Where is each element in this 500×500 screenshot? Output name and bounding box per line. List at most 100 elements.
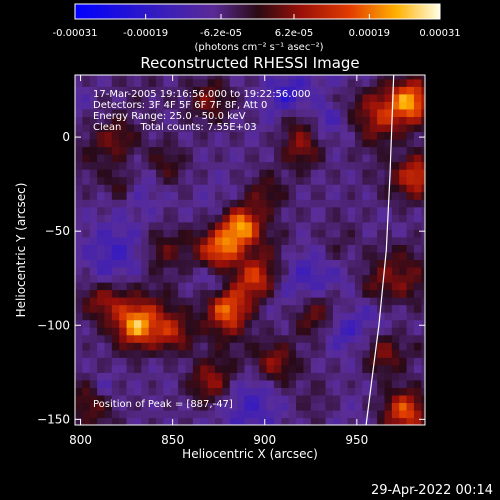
heatmap-cell	[266, 86, 275, 95]
heatmap-cell	[207, 214, 216, 223]
heatmap-cell	[178, 342, 187, 351]
heatmap-cell	[251, 334, 260, 343]
heatmap-cell	[391, 161, 400, 170]
heatmap-cell	[251, 78, 260, 87]
heatmap-cell	[148, 304, 157, 313]
heatmap-cell	[318, 206, 327, 215]
heatmap-cell	[332, 214, 341, 223]
heatmap-cell	[237, 251, 246, 261]
heatmap-cell	[244, 379, 253, 388]
heatmap-cell	[126, 214, 135, 223]
heatmap-cell	[244, 319, 253, 328]
heatmap-cell	[318, 266, 327, 276]
heatmap-cell	[310, 319, 319, 328]
heatmap-cell	[406, 116, 415, 125]
heatmap-cell	[148, 364, 157, 373]
heatmap-cell	[97, 289, 106, 298]
heatmap-cell	[296, 394, 305, 404]
heatmap-cell	[178, 176, 187, 185]
heatmap-cell	[133, 221, 142, 230]
heatmap-cell	[413, 402, 422, 411]
heatmap-cell	[259, 86, 268, 95]
heatmap-cell	[273, 394, 282, 404]
heatmap-cell	[362, 108, 371, 117]
heatmap-cell	[259, 214, 268, 223]
heatmap-cell	[406, 131, 415, 140]
heatmap-cell	[296, 402, 305, 411]
heatmap-cell	[399, 251, 408, 261]
heatmap-cell	[75, 236, 83, 245]
heatmap-cell	[163, 274, 172, 283]
heatmap-cell	[222, 146, 231, 155]
heatmap-cell	[421, 236, 425, 245]
heatmap-cell	[89, 349, 98, 358]
heatmap-cell	[104, 176, 113, 185]
heatmap-cell	[163, 372, 172, 381]
heatmap-cell	[303, 349, 312, 358]
heatmap-cell	[192, 229, 201, 238]
heatmap-cell	[119, 244, 128, 253]
heatmap-cell	[163, 251, 172, 261]
heatmap-cell	[237, 191, 246, 200]
heatmap-cell	[355, 191, 363, 200]
heatmap-cell	[133, 199, 142, 208]
heatmap-cell	[288, 138, 297, 148]
heatmap-cell	[156, 364, 165, 373]
heatmap-cell	[178, 409, 187, 419]
heatmap-cell	[413, 123, 422, 133]
heatmap-cell	[156, 116, 165, 125]
heatmap-cell	[192, 169, 201, 178]
heatmap-cell	[163, 221, 172, 230]
heatmap-cell	[421, 161, 425, 170]
heatmap-cell	[237, 409, 246, 419]
heatmap-cell	[377, 342, 386, 351]
heatmap-cell	[192, 319, 201, 328]
heatmap-cell	[141, 75, 150, 80]
heatmap-cell	[406, 123, 415, 133]
heatmap-cell	[369, 372, 378, 381]
heatmap-cell	[237, 108, 246, 117]
heatmap-cell	[237, 93, 246, 102]
heatmap-cell	[362, 379, 371, 388]
heatmap-cell	[119, 327, 128, 336]
heatmap-cell	[281, 349, 290, 358]
heatmap-cell	[141, 93, 150, 102]
heatmap-cell	[340, 191, 349, 200]
heatmap-cell	[296, 289, 305, 298]
heatmap-cell	[75, 387, 83, 396]
heatmap-cell	[384, 123, 393, 133]
heatmap-cell	[355, 75, 363, 80]
heatmap-cell	[391, 184, 400, 193]
heatmap-cell	[97, 304, 106, 313]
heatmap-cell	[399, 327, 408, 336]
heatmap-cell	[126, 75, 135, 80]
heatmap-cell	[325, 289, 334, 298]
heatmap-cell	[369, 101, 378, 110]
heatmap-cell	[192, 281, 201, 291]
heatmap-cell	[215, 402, 223, 411]
heatmap-cell	[75, 75, 83, 80]
heatmap-cell	[192, 394, 201, 404]
heatmap-cell	[391, 319, 400, 328]
heatmap-cell	[89, 417, 98, 425]
heatmap-cell	[133, 402, 142, 411]
heatmap-cell	[318, 169, 327, 178]
heatmap-cell	[82, 206, 91, 215]
heatmap-cell	[406, 379, 415, 388]
heatmap-cell	[185, 146, 194, 155]
heatmap-cell	[104, 93, 113, 102]
heatmap-cell	[222, 101, 231, 110]
heatmap-cell	[413, 334, 422, 343]
heatmap-cell	[111, 221, 120, 230]
heatmap-cell	[156, 342, 165, 351]
heatmap-cell	[215, 327, 223, 336]
heatmap-cell	[156, 244, 165, 253]
heatmap-cell	[259, 342, 268, 351]
heatmap-cell	[281, 138, 290, 148]
heatmap-cell	[296, 327, 305, 336]
heatmap-cell	[111, 138, 120, 148]
heatmap-cell	[391, 289, 400, 298]
heatmap-cell	[185, 229, 194, 238]
heatmap-cell	[406, 319, 415, 328]
heatmap-cell	[377, 191, 386, 200]
